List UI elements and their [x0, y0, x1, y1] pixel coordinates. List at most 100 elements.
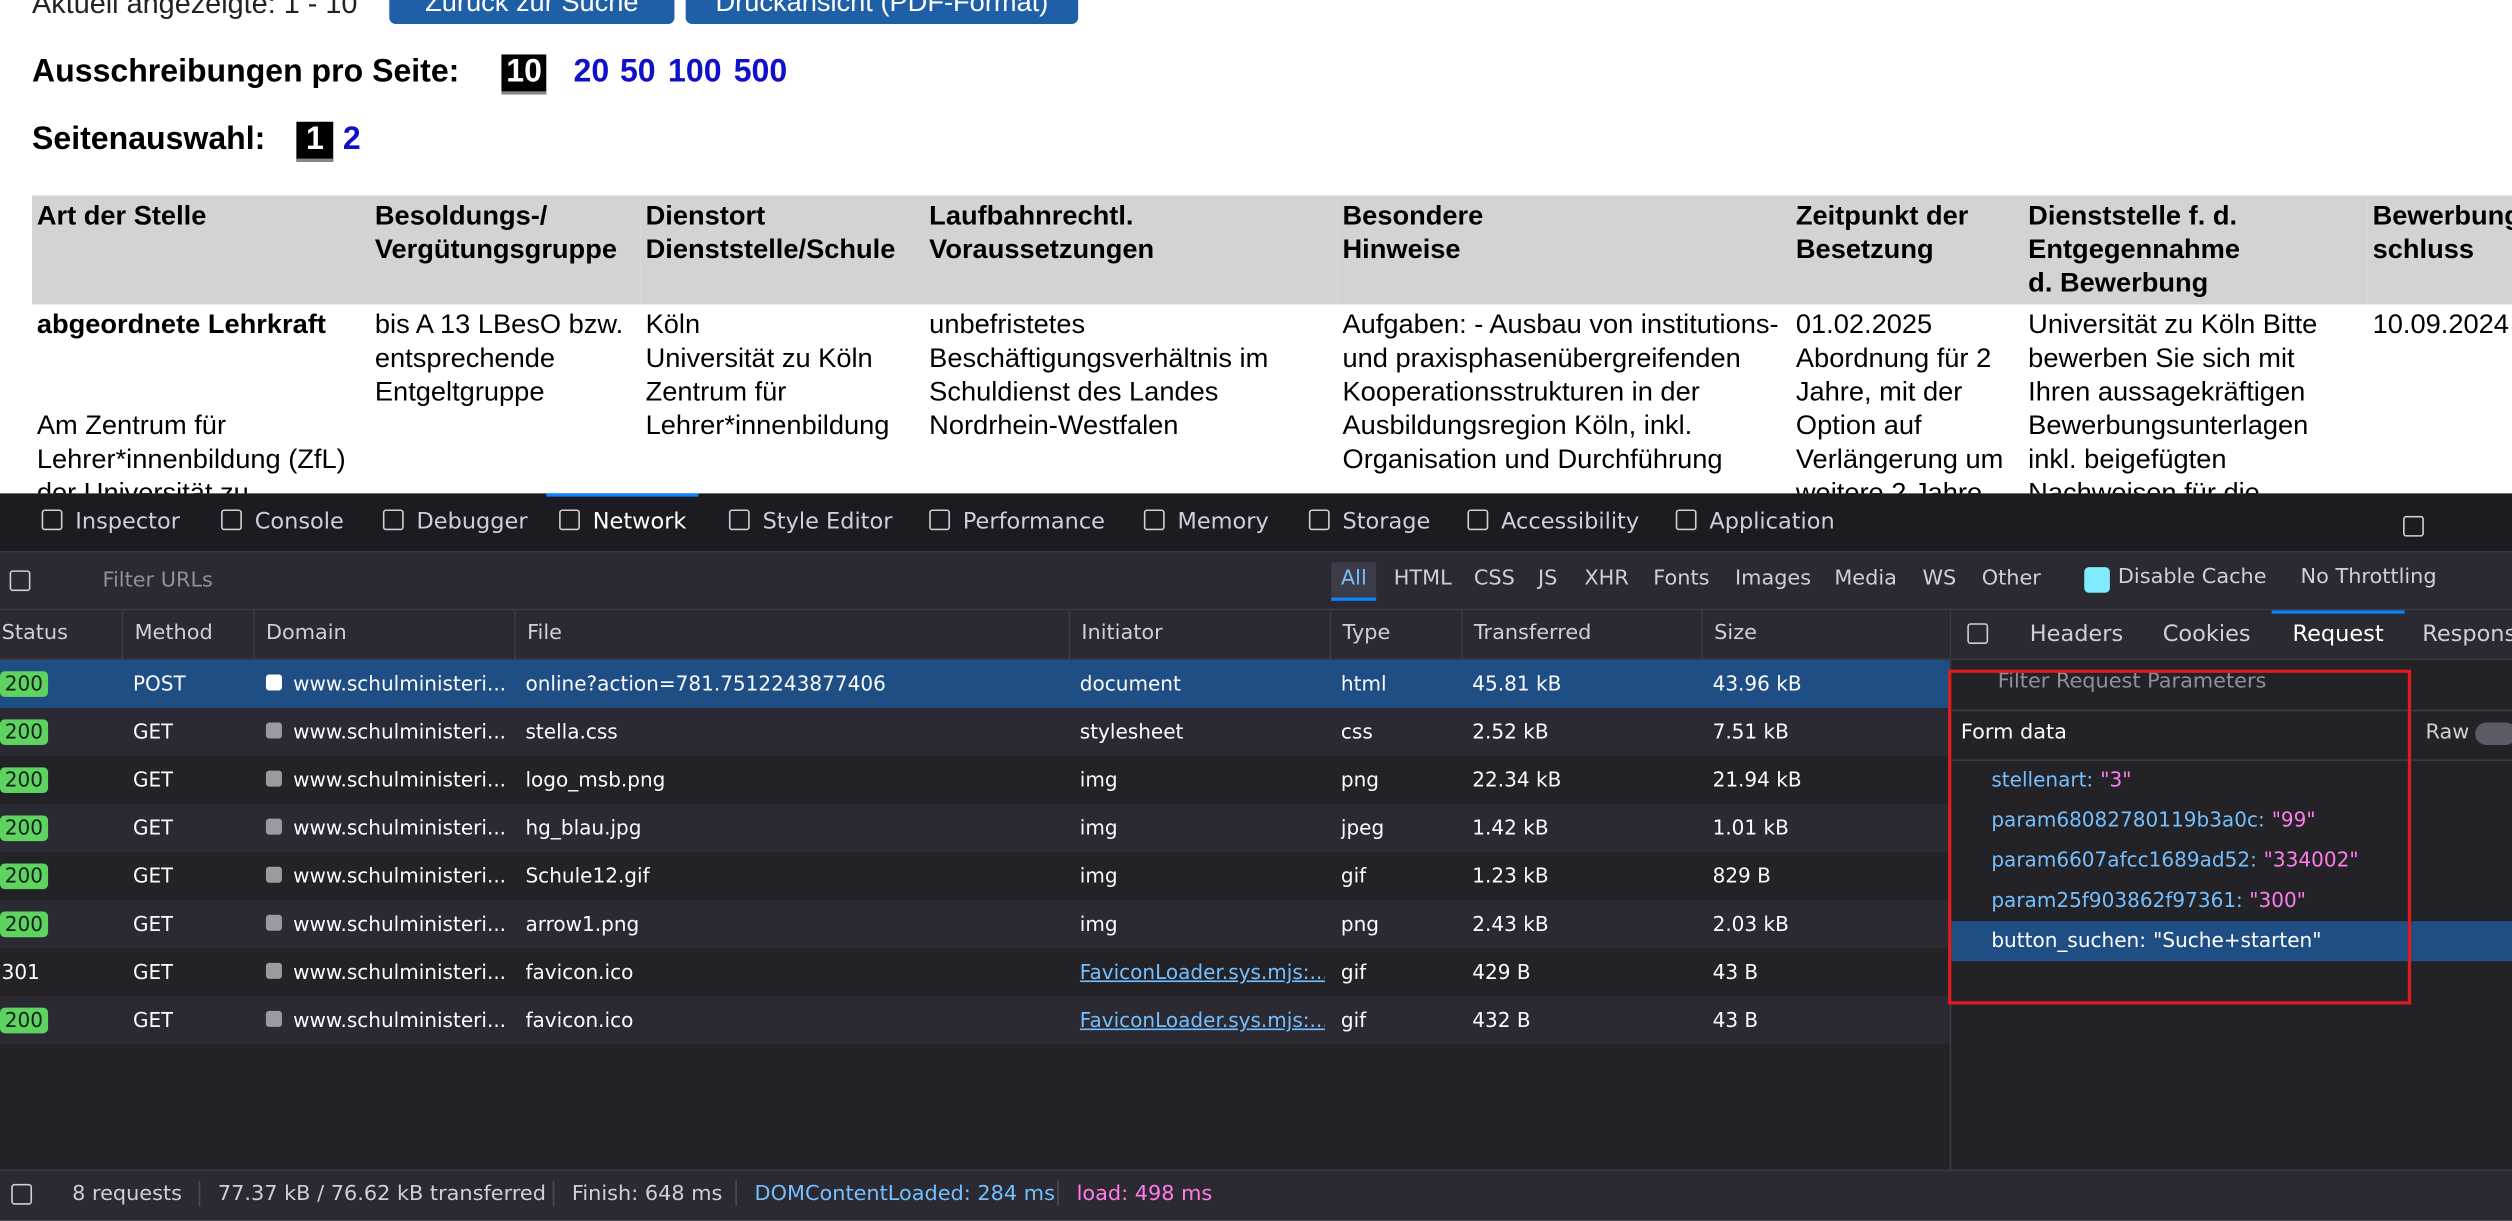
devtools-tab[interactable]: Performance — [929, 493, 1105, 551]
per-page-option[interactable]: 500 — [733, 54, 788, 90]
request-row[interactable] — [0, 852, 1950, 901]
type-filter[interactable]: CSS — [1473, 567, 1515, 592]
page-option[interactable]: 1 — [296, 121, 334, 162]
request-row[interactable] — [0, 996, 1950, 1045]
column-header[interactable]: Type — [1329, 610, 1390, 659]
request-initiator[interactable]: FaviconLoader.sys.mjs:... — [1079, 959, 1325, 984]
button[interactable]: Zurück zur Suche — [389, 0, 675, 25]
request-type: png — [1340, 767, 1380, 792]
request-transferred: 429 B — [1472, 959, 1531, 984]
type-filter[interactable]: WS — [1922, 567, 1957, 592]
request-initiator: img — [1079, 911, 1118, 936]
button[interactable]: Druckansicht (PDF-Format) — [685, 0, 1079, 25]
table-header: Besoldungs-/ Vergütungsgruppe — [370, 195, 641, 305]
type-filter[interactable]: JS — [1537, 567, 1558, 592]
devtools-tab[interactable]: Debugger — [383, 493, 528, 551]
request-row[interactable] — [0, 708, 1950, 757]
request-row[interactable] — [0, 900, 1950, 949]
details-tab[interactable]: Response — [2422, 621, 2512, 648]
request-type: gif — [1340, 863, 1367, 888]
param-filter[interactable]: Filter Request Parameters — [1997, 669, 2267, 694]
per-page-option[interactable]: 50 — [619, 54, 656, 90]
raw-toggle[interactable] — [2475, 722, 2512, 745]
page-option[interactable]: 2 — [342, 121, 361, 157]
request-status: 200 — [0, 911, 48, 938]
type-filter[interactable]: Other — [1981, 567, 2041, 592]
request-initiator: img — [1079, 767, 1118, 792]
details-tab[interactable]: Headers — [2029, 621, 2124, 648]
details-tab[interactable]: Request — [2271, 610, 2405, 658]
lock-icon — [265, 674, 282, 691]
request-domain: www.schulministeri... — [293, 671, 507, 696]
column-header[interactable]: Transferred — [1461, 610, 1591, 659]
param-key: param25f903862f97361: — [1991, 887, 2243, 912]
request-type: jpeg — [1340, 815, 1385, 840]
request-initiator[interactable]: FaviconLoader.sys.mjs:... — [1079, 1007, 1325, 1032]
lock-icon — [265, 818, 282, 835]
per-page-option[interactable]: 10 — [501, 54, 547, 95]
param-value: "3" — [2100, 767, 2132, 792]
type-filter[interactable]: Media — [1834, 567, 1897, 592]
request-status: 200 — [0, 815, 48, 842]
request-file: favicon.ico — [525, 959, 634, 984]
disable-cache[interactable]: Disable Cache — [2117, 565, 2267, 590]
lock-icon — [265, 722, 282, 739]
request-transferred: 2.43 kB — [1472, 911, 1549, 936]
per-page-option[interactable]: 100 — [668, 54, 722, 90]
request-method: GET — [132, 863, 174, 888]
throttling[interactable]: No Throttling — [2300, 565, 2437, 590]
devtools-tab[interactable]: Memory — [1144, 493, 1268, 551]
clear-button[interactable] — [10, 570, 44, 596]
section-bar — [1951, 709, 2512, 761]
devtools-tab[interactable]: Accessibility — [1467, 493, 1639, 551]
request-row[interactable] — [0, 660, 1950, 709]
request-type: gif — [1340, 1007, 1367, 1032]
per-page-option[interactable]: 20 — [573, 54, 610, 90]
devtools-tab[interactable]: Style Editor — [729, 493, 893, 551]
request-size: 43 B — [1712, 1007, 1759, 1032]
separator — [1057, 1180, 1059, 1207]
type-filter[interactable]: XHR — [1584, 567, 1629, 592]
details-tab[interactable]: Cookies — [2162, 621, 2251, 648]
devtools-tab[interactable]: Inspector — [42, 493, 180, 551]
sidebar-toggle[interactable] — [1967, 623, 2001, 649]
type-filter[interactable]: Images — [1735, 567, 1812, 592]
checkbox[interactable] — [2084, 567, 2110, 593]
devtools-tab[interactable]: Network — [546, 493, 700, 551]
devtools-tab[interactable]: Storage — [1309, 493, 1431, 551]
column-header[interactable]: Size — [1701, 610, 1757, 659]
summary-requests: 8 requests — [72, 1182, 182, 1207]
devtools-tab[interactable]: Console — [221, 493, 344, 551]
shown-label: Aktuell angezeigte: 1 - 10 — [32, 0, 358, 20]
request-row[interactable] — [0, 756, 1950, 805]
request-size: 21.94 kB — [1712, 767, 1802, 792]
request-domain: www.schulministeri... — [293, 1007, 507, 1032]
column-header[interactable]: Domain — [253, 610, 347, 659]
lock-icon — [265, 770, 282, 787]
column-header[interactable]: Method — [121, 610, 213, 659]
type-filter[interactable]: Fonts — [1653, 567, 1710, 592]
table-cell: Universität zu Köln Bitte bewerben Sie s… — [2028, 309, 2318, 494]
settings[interactable] — [2403, 509, 2437, 543]
devtools-tab[interactable]: Application — [1676, 493, 1834, 551]
filter-input[interactable]: Filter URLs — [102, 568, 213, 593]
type-filter[interactable]: HTML — [1393, 567, 1452, 592]
column-header[interactable]: File — [514, 610, 562, 659]
param-row[interactable] — [1951, 921, 2512, 962]
request-row[interactable] — [0, 804, 1950, 853]
request-status: 200 — [0, 1007, 48, 1034]
raw-label[interactable]: Raw — [2425, 720, 2470, 745]
column-header[interactable]: Initiator — [1068, 610, 1163, 659]
request-file: Schule12.gif — [525, 863, 650, 888]
request-row[interactable] — [0, 948, 1950, 997]
request-domain: www.schulministeri... — [293, 719, 507, 744]
column-header[interactable]: Status — [1, 621, 68, 646]
timer-icon[interactable] — [11, 1184, 45, 1210]
request-method: GET — [132, 719, 174, 744]
table-cell: 10.09.2024 — [2372, 309, 2509, 340]
type-filter[interactable]: All — [1331, 562, 1377, 601]
request-file: logo_msb.png — [525, 767, 666, 792]
request-file: arrow1.png — [525, 911, 640, 936]
param-key: stellenart: — [1991, 767, 2094, 792]
